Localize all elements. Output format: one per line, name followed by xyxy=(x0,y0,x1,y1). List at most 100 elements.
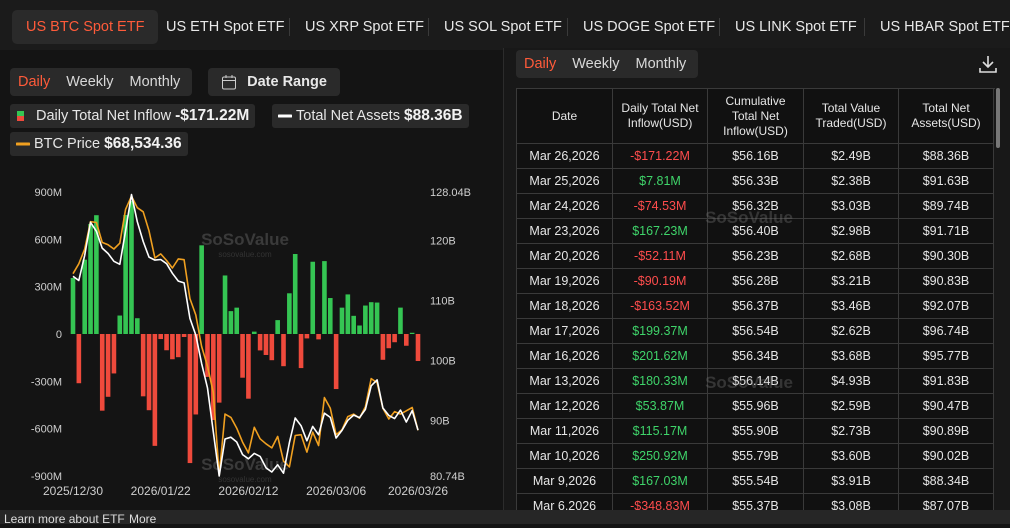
bar xyxy=(228,311,234,334)
table-cell: $55.37B xyxy=(708,494,804,510)
x-tick-label: 2026/01/22 xyxy=(131,484,191,498)
legend-name: Daily Total Net Inflow xyxy=(36,108,172,124)
bar xyxy=(205,334,210,377)
bar xyxy=(222,275,228,334)
column-header: Total Net Assets(USD) xyxy=(899,89,994,144)
table-cell: $2.73B xyxy=(804,419,899,444)
column-header: Total Value Traded(USD) xyxy=(804,89,899,144)
table-cell: $2.62B xyxy=(804,319,899,344)
table-panel: Daily Weekly Monthly Date Daily Total Net… xyxy=(503,48,1010,510)
table-cell: Mar 6,2026 xyxy=(517,494,613,510)
period-tab[interactable]: Daily xyxy=(524,56,557,72)
download-icon[interactable] xyxy=(978,54,998,74)
bar xyxy=(211,334,216,420)
etf-tab[interactable]: US HBAR Spot ETF xyxy=(880,19,1010,35)
x-tick-label: 2026/03/26 xyxy=(388,484,448,498)
bar xyxy=(380,334,386,360)
bar xyxy=(251,331,257,334)
etf-tab[interactable]: US ETH Spot ETF xyxy=(166,19,285,35)
column-header: Date xyxy=(517,89,613,144)
table-cell: $87.07B xyxy=(899,494,994,510)
footer-link[interactable]: More xyxy=(129,512,157,526)
bar xyxy=(129,200,134,334)
legend-item[interactable]: Daily Total Net Inflow -$171.22M xyxy=(10,104,256,128)
date-range-button[interactable]: Date Range xyxy=(208,68,340,96)
etf-tab[interactable]: US SOL Spot ETF xyxy=(444,19,562,35)
line xyxy=(72,193,419,477)
column-header: Daily Total Net Inflow(USD) xyxy=(613,89,708,144)
bar xyxy=(415,334,421,362)
bar xyxy=(269,334,275,361)
bar xyxy=(368,302,374,334)
table-cell: $2.68B xyxy=(804,244,899,269)
bar xyxy=(409,332,415,334)
table-cell: $90.89B xyxy=(899,419,994,444)
table-cell: Mar 18,2026 xyxy=(517,294,613,319)
etf-tab[interactable]: US DOGE Spot ETF xyxy=(583,19,716,35)
table-cell: $56.33B xyxy=(708,169,804,194)
table-cell: $167.23M xyxy=(613,219,708,244)
table-period-switch: Daily Weekly Monthly xyxy=(516,50,698,78)
table-cell: $55.96B xyxy=(708,394,804,419)
bar xyxy=(374,302,380,334)
bar xyxy=(140,334,146,397)
legend-item[interactable]: BTC Price $68,534.36 xyxy=(10,132,188,156)
legend-icon xyxy=(278,114,292,118)
bar xyxy=(333,334,339,390)
table-cell: $91.71B xyxy=(899,219,994,244)
table-cell: $180.33M xyxy=(613,369,708,394)
bar xyxy=(164,334,169,351)
bar xyxy=(70,277,76,334)
y2-tick-label: 90B xyxy=(430,415,450,427)
legend-item[interactable]: Total Net Assets $88.36B xyxy=(272,104,469,128)
bar xyxy=(316,334,321,340)
table-cell: $2.49B xyxy=(804,144,899,169)
tab-separator xyxy=(719,18,720,36)
bar xyxy=(275,320,280,334)
y2-tick-label: 128.04B xyxy=(430,187,471,199)
bar xyxy=(199,245,204,334)
chart: SoSoValuesosovalue.comSoSoValuesosovalue… xyxy=(31,187,471,498)
bar xyxy=(240,334,245,378)
y2-tick-label: 120B xyxy=(430,235,456,247)
table-cell: $2.98B xyxy=(804,219,899,244)
bar xyxy=(392,334,397,343)
table-cell: $250.92M xyxy=(613,444,708,469)
footer-link[interactable]: Learn more about ETF xyxy=(4,512,125,526)
bar xyxy=(257,334,263,351)
table-cell: -$52.11M xyxy=(613,244,708,269)
table-cell: Mar 12,2026 xyxy=(517,394,613,419)
table-cell: $56.40B xyxy=(708,219,804,244)
table-cell: $56.34B xyxy=(708,344,804,369)
table-cell: Mar 17,2026 xyxy=(517,319,613,344)
y2-tick-label: 100B xyxy=(430,355,456,367)
table-cell: $3.60B xyxy=(804,444,899,469)
table-cell: $91.83B xyxy=(899,369,994,394)
etf-tab[interactable]: US XRP Spot ETF xyxy=(305,19,424,35)
y-tick-label: -300M xyxy=(31,376,62,388)
y-tick-label: 600M xyxy=(34,234,62,246)
period-tab[interactable]: Monthly xyxy=(635,56,687,72)
period-tab[interactable]: Weekly xyxy=(66,74,114,90)
tab-bar: US BTC Spot ETF US ETH Spot ETF US XRP Spo… xyxy=(0,0,1010,50)
bar xyxy=(117,315,123,334)
table-cell: $55.54B xyxy=(708,469,804,494)
bar xyxy=(263,334,269,355)
scrollbar[interactable] xyxy=(996,88,1000,148)
watermark: SoSoValue xyxy=(201,455,289,474)
watermark: SoSoValue xyxy=(201,230,289,249)
bar xyxy=(175,334,181,358)
period-tab[interactable]: Weekly xyxy=(572,56,620,72)
bar xyxy=(292,254,298,334)
bar xyxy=(322,261,327,334)
table-cell: $92.07B xyxy=(899,294,994,319)
table-cell: $167.03M xyxy=(613,469,708,494)
table-cell: $55.79B xyxy=(708,444,804,469)
table-cell: Mar 11,2026 xyxy=(517,419,613,444)
etf-tab[interactable]: US BTC Spot ETF xyxy=(12,10,159,44)
bar xyxy=(193,334,199,415)
period-tab[interactable]: Daily xyxy=(18,74,51,90)
period-tab[interactable]: Monthly xyxy=(129,74,181,90)
etf-tab[interactable]: US LINK Spot ETF xyxy=(735,19,857,35)
